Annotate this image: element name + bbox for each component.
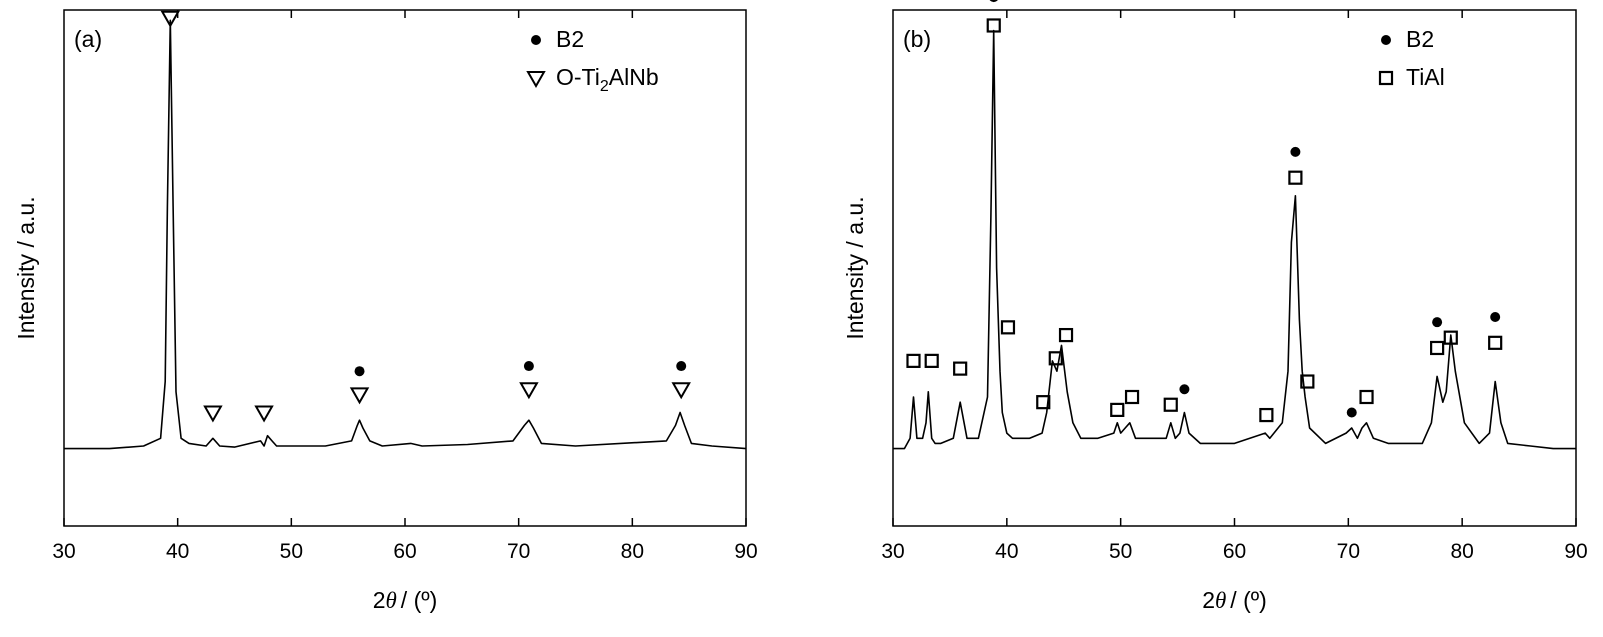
peak-marker-filled-circle (1490, 312, 1501, 323)
legend-label-main: O-Ti (556, 64, 600, 90)
peak-marker-open-square (986, 18, 1001, 33)
plot-frame (892, 9, 1577, 527)
legend-entry-label: TiAl (1406, 64, 1445, 90)
peak-marker-filled-circle (1179, 384, 1190, 395)
x-tick-label: 50 (280, 540, 303, 563)
peak-marker-open-square (1488, 335, 1503, 350)
x-tick-label: 60 (1223, 540, 1246, 563)
peak-marker-down-triangle (254, 405, 274, 423)
x-axis-title-unit: / (º) (1230, 587, 1267, 613)
x-tick-label: 50 (1109, 540, 1132, 563)
x-tick-label: 90 (1564, 540, 1587, 563)
peak-marker-open-square (953, 361, 968, 376)
peak-marker-open-square (1124, 389, 1140, 405)
x-axis-title: 2θ / (º) (1202, 587, 1267, 613)
x-tick-label: 80 (1450, 540, 1473, 563)
legend-label-main: TiAl (1406, 64, 1445, 90)
peak-marker-open-square (1163, 397, 1178, 412)
peak-marker-open-square (906, 353, 921, 368)
peak-marker-filled-circle (676, 361, 687, 372)
legend-label-main: B2 (556, 26, 584, 52)
legend-label-main: B2 (1406, 26, 1434, 52)
peak-marker-open-square (1110, 402, 1125, 417)
peak-marker-down-triangle (671, 382, 691, 400)
peak-marker-down-triangle (349, 387, 370, 405)
x-tick-label: 90 (734, 540, 757, 563)
peak-marker-open-square (1359, 389, 1374, 405)
diffraction-pattern-line (64, 19, 747, 450)
legend-marker-filled-circle (531, 35, 541, 45)
legend-entry-label: B2 (1406, 26, 1434, 52)
chart-panel-b: 30 40 50 60 70 80 90 2θ / (º) Intensity / a.u. (b)… (842, 0, 1588, 613)
peak-marker-open-square (1000, 320, 1016, 335)
peak-marker-filled-circle (1432, 317, 1443, 328)
x-axis-title: 2θ / (º) (373, 587, 438, 613)
peak-marker-open-square (1443, 330, 1458, 345)
peak-marker-filled-circle (989, 0, 998, 3)
peak-marker-open-square (1048, 351, 1063, 366)
x-tick-label: 30 (52, 540, 75, 563)
y-axis-title: Intensity / a.u. (842, 196, 868, 339)
peak-marker-open-square (1430, 340, 1445, 356)
peak-marker-down-triangle (160, 10, 181, 28)
panel-label: (a) (74, 26, 102, 52)
x-axis-title-unit: / (º) (401, 587, 438, 613)
peak-marker-down-triangle (519, 382, 539, 400)
peak-marker-down-triangle (203, 405, 223, 423)
peak-marker-filled-circle (1346, 407, 1357, 418)
x-tick-label: 80 (621, 540, 644, 563)
legend-label-tail: AlNb (609, 64, 659, 90)
x-tick-label: 60 (393, 540, 416, 563)
x-axis-title-prefix: 2 (1202, 587, 1215, 613)
x-axis-title-symbol: θ (385, 588, 396, 613)
peak-marker-filled-circle (523, 361, 534, 372)
peak-marker-open-square (1259, 407, 1274, 423)
legend-entry-label: O-Ti2AlNb (556, 64, 659, 95)
legend-marker-filled-circle (1381, 35, 1391, 45)
peak-marker-open-square (924, 353, 939, 368)
x-tick-label: 40 (995, 540, 1018, 563)
legend-label-subscript: 2 (600, 78, 609, 95)
legend-marker-open-square (1378, 70, 1394, 86)
x-tick-label: 70 (507, 540, 530, 563)
x-tick-label: 40 (166, 540, 189, 563)
peak-marker-filled-circle (354, 366, 365, 377)
legend-entry-label: B2 (556, 26, 584, 52)
peak-marker-open-square (1036, 395, 1051, 410)
y-axis-title: Intensity / a.u. (13, 196, 39, 339)
peak-marker-open-square (1058, 327, 1074, 343)
peak-marker-open-square (1300, 374, 1315, 389)
peak-marker-open-square (1288, 170, 1303, 185)
diffraction-pattern-line (893, 29, 1576, 450)
x-axis-title-symbol: θ (1215, 588, 1226, 613)
panel-label: (b) (903, 26, 931, 52)
x-tick-label: 30 (881, 540, 904, 563)
x-tick-label: 70 (1337, 540, 1360, 563)
x-axis-title-prefix: 2 (373, 587, 386, 613)
peak-marker-filled-circle (1290, 146, 1301, 157)
legend-marker-down-triangle (526, 71, 546, 89)
